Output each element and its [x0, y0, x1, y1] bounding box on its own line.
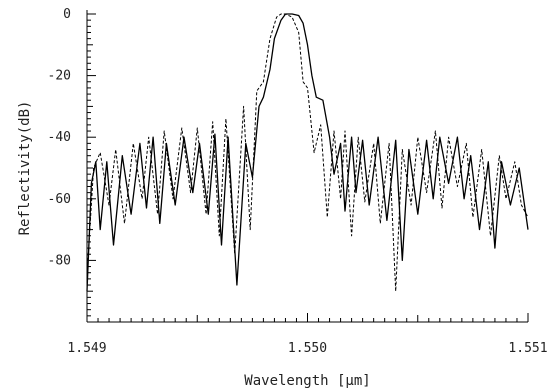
plot-lines	[86, 13, 529, 292]
y-axis-label: Reflectivity(dB)	[17, 101, 33, 236]
y-tick-label: 0	[63, 7, 71, 22]
y-tick-label: -80	[48, 253, 71, 268]
x-ticks: 1.549 1.550 1.551	[67, 313, 548, 356]
x-axis-label: Wavelength [μm]	[244, 373, 370, 389]
x-tick-label: 1.550	[288, 341, 327, 356]
y-ticks: 0 -20 -40 -60 -80	[48, 7, 96, 323]
x-tick-label: 1.549	[67, 341, 106, 356]
y-tick-label: -60	[48, 192, 71, 207]
y-tick-label: -20	[48, 69, 71, 84]
x-tick-label: 1.551	[508, 341, 547, 356]
y-tick-label: -40	[48, 130, 71, 145]
series-line-dashed	[86, 13, 529, 292]
series-line-solid	[86, 13, 529, 292]
